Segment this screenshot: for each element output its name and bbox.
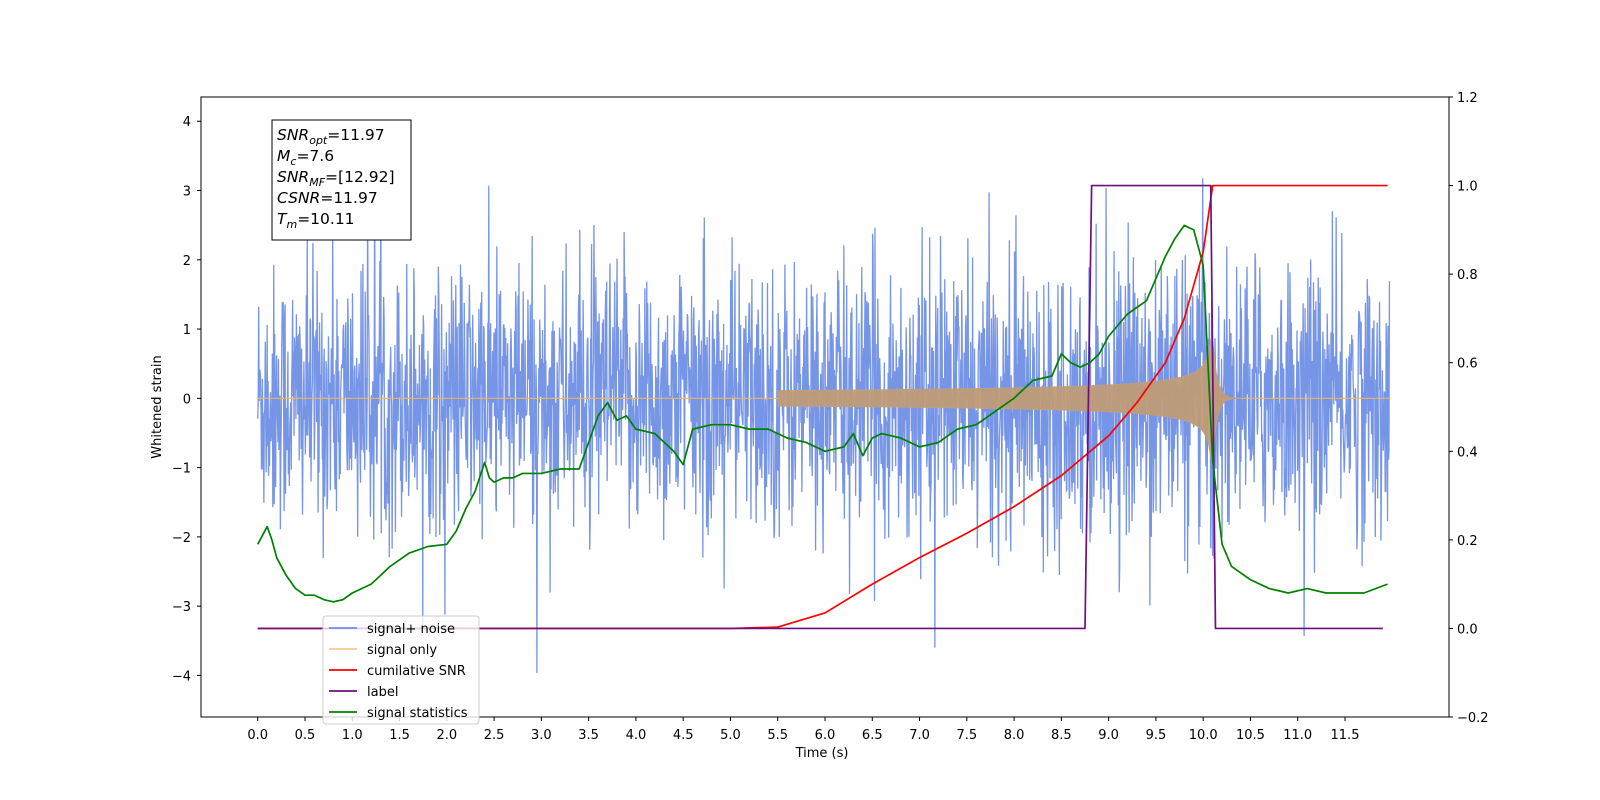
info-line: SNRopt=11.97 (277, 126, 385, 147)
series-line-label (257, 184, 1383, 630)
y2-tick-label: 0.4 (1457, 445, 1478, 460)
y-axis-title: Whitened strain (150, 355, 165, 458)
y-axis-right: −0.2 0.0 0.2 0.4 0.6 0.8 1.0 1.2 (1449, 91, 1489, 726)
x-tick-label: 9.5 (1146, 728, 1167, 743)
y-tick-label: −3 (172, 600, 191, 615)
y-tick-label: 1 (183, 323, 191, 338)
x-axis: 0.0 0.5 1.0 1.5 2.0 2.5 3.0 3.5 4.0 4.5 5.0 5.5 6.0 6… (247, 717, 1359, 743)
x-tick-label: 2.0 (436, 728, 457, 743)
x-tick-label: 11.5 (1331, 728, 1360, 743)
x-tick-label: 5.5 (767, 728, 788, 743)
info-line: Mc=7.6 (277, 147, 334, 168)
series-line-cumilative-snr (257, 184, 1388, 630)
y-tick-label: −1 (172, 462, 191, 477)
y-tick-label: −4 (172, 669, 191, 684)
line-series-group (256, 184, 1388, 630)
info-box: SNRopt=11.97Mc=7.6SNRMF=[12.92]CSNR=11.9… (271, 119, 412, 241)
x-tick-label: 4.0 (626, 728, 647, 743)
x-tick-label: 0.0 (247, 728, 268, 743)
legend-label: signal+ noise (367, 622, 455, 637)
legend-label: signal statistics (367, 706, 468, 721)
x-tick-label: 7.0 (909, 728, 930, 743)
legend: signal+ noise signal only cumilative SNR la… (322, 615, 480, 725)
y-axis-left: −4 −3 −2 −1 0 1 2 3 4 (172, 115, 201, 684)
y2-tick-label: 0.2 (1457, 534, 1478, 549)
y2-tick-label: −0.2 (1457, 711, 1489, 726)
signal-only-chirp (777, 335, 1242, 461)
signal-noise-series (257, 151, 1391, 673)
y-tick-label: 3 (183, 185, 191, 200)
y2-tick-label: 0.6 (1457, 357, 1478, 372)
y2-tick-label: 0.8 (1457, 268, 1478, 283)
x-tick-label: 5.0 (720, 728, 741, 743)
x-tick-label: 0.5 (295, 728, 316, 743)
x-tick-label: 4.5 (673, 728, 694, 743)
x-tick-label: 1.0 (342, 728, 363, 743)
y-tick-label: 2 (183, 254, 191, 269)
x-tick-label: 6.0 (815, 728, 836, 743)
x-axis-title: Time (s) (795, 746, 849, 761)
x-tick-label: 10.0 (1189, 728, 1218, 743)
x-tick-label: 1.5 (389, 728, 410, 743)
x-tick-label: 3.0 (531, 728, 552, 743)
x-tick-label: 8.5 (1051, 728, 1072, 743)
series-line-signal-statistics (256, 224, 1388, 603)
y-tick-label: 4 (183, 115, 191, 130)
x-tick-label: 2.5 (484, 728, 505, 743)
x-tick-label: 10.5 (1236, 728, 1265, 743)
y-tick-label: −2 (172, 531, 191, 546)
y-tick-label: 0 (183, 392, 191, 407)
y2-tick-label: 0.0 (1457, 622, 1478, 637)
legend-label: signal only (367, 643, 437, 658)
legend-label: label (367, 685, 398, 700)
signal-only-series (257, 335, 1390, 461)
x-tick-label: 3.5 (578, 728, 599, 743)
x-tick-label: 11.0 (1283, 728, 1312, 743)
info-line: SNRMF=[12.92] (277, 168, 395, 189)
x-tick-label: 6.5 (862, 728, 883, 743)
legend-label: cumilative SNR (367, 664, 466, 679)
x-tick-label: 9.0 (1098, 728, 1119, 743)
y2-tick-label: 1.2 (1457, 91, 1478, 106)
x-tick-label: 8.0 (1004, 728, 1025, 743)
info-line: Tm=10.11 (277, 210, 355, 231)
info-line: CSNR=11.97 (277, 189, 378, 207)
signal-noise-line (257, 151, 1391, 673)
x-tick-label: 7.5 (956, 728, 977, 743)
y2-tick-label: 1.0 (1457, 180, 1478, 195)
